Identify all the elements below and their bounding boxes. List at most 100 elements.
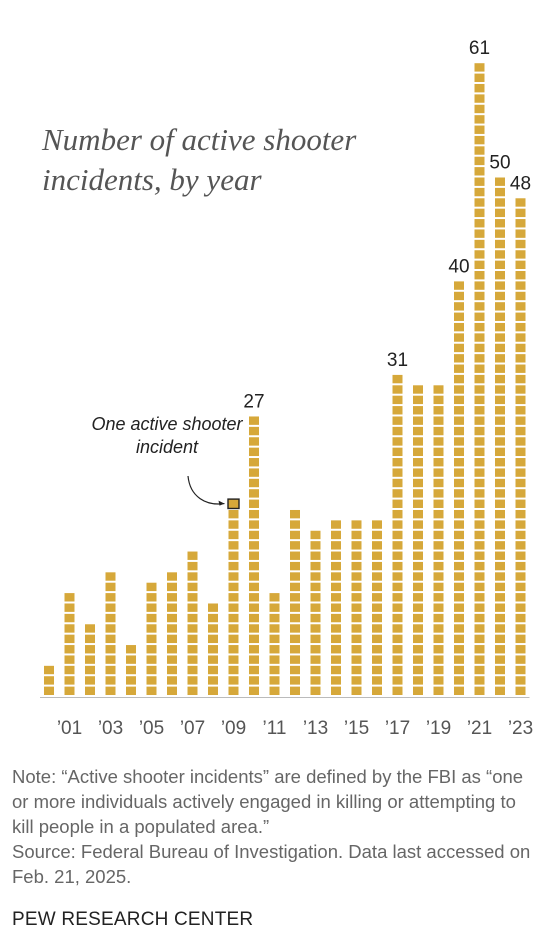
bar-2019 [433, 385, 444, 695]
incident-block [495, 509, 505, 519]
incident-block [64, 613, 75, 623]
incident-block [433, 458, 444, 467]
incident-block [187, 613, 198, 623]
incident-block [167, 582, 177, 592]
incident-block [495, 364, 505, 373]
incident-block [392, 447, 403, 457]
incident-block [474, 354, 485, 363]
incident-block [310, 561, 321, 571]
incident-block [495, 458, 505, 467]
incident-block [351, 613, 362, 623]
incident-block [249, 478, 259, 488]
incident-block [310, 665, 321, 675]
incident-block [85, 686, 95, 695]
incident-block [515, 603, 526, 612]
x-tick-label: ’13 [303, 718, 328, 739]
incident-block [433, 520, 444, 529]
incident-block [331, 665, 341, 675]
incident-block [392, 582, 403, 592]
incident-block [515, 354, 526, 363]
incident-block [249, 437, 259, 446]
incident-block [249, 551, 259, 560]
incident-block [495, 478, 505, 488]
incident-block [474, 665, 485, 675]
incident-block [351, 655, 362, 664]
incident-block [331, 520, 341, 529]
incident-block [167, 613, 177, 623]
incident-block [392, 509, 403, 519]
incident-block [474, 520, 485, 529]
bar-2001 [64, 593, 75, 695]
bar-chart: ’01 ’03 ’05 ’07 ’09 27 ’11 ’13 ’15 ’17 31 ’19 40 ’21 6… [40, 38, 533, 739]
incident-block [187, 603, 198, 612]
incident-block [187, 645, 198, 654]
incident-block [413, 437, 423, 446]
bar-2022 [495, 177, 505, 695]
incident-block [146, 645, 157, 654]
incident-block [372, 676, 382, 685]
incident-block [392, 385, 403, 394]
incident-block [515, 312, 526, 321]
incident-block [515, 416, 526, 425]
bar-2020 [454, 281, 464, 695]
incident-block [454, 281, 464, 290]
incident-block [187, 686, 198, 695]
incident-block [515, 333, 526, 342]
incident-block [474, 551, 485, 560]
incident-block [454, 624, 464, 633]
incident-block [126, 645, 136, 654]
incident-block [433, 655, 444, 664]
incident-block [474, 374, 485, 384]
incident-block [392, 468, 403, 477]
incident-block [433, 686, 444, 695]
publisher-logo: PEW RESEARCH CENTER [12, 909, 254, 930]
incident-block [433, 437, 444, 446]
incident-block [351, 561, 362, 571]
incident-block [495, 385, 505, 394]
incident-block [269, 593, 280, 602]
bar-2012 [290, 509, 300, 695]
incident-block [331, 655, 341, 664]
incident-block [413, 665, 423, 675]
incident-block [495, 260, 505, 270]
incident-block [187, 624, 198, 633]
bar-2016 [372, 520, 382, 695]
incident-block [474, 437, 485, 446]
incident-block [372, 655, 382, 664]
x-tick-label: ’23 [508, 718, 533, 739]
incident-block [454, 426, 464, 436]
incident-block [105, 582, 116, 592]
incident-block [433, 478, 444, 488]
incident-block [474, 146, 485, 155]
incident-block [474, 343, 485, 353]
incident-block [105, 655, 116, 664]
incident-block [515, 250, 526, 259]
incident-block [167, 686, 177, 695]
incident-block [515, 541, 526, 550]
incident-block [290, 613, 300, 623]
incident-block [372, 530, 382, 540]
incident-block [228, 603, 239, 612]
incident-block [392, 686, 403, 695]
incident-block [85, 634, 95, 644]
incident-block [392, 645, 403, 654]
value-label: 31 [387, 350, 408, 371]
incident-block [515, 302, 526, 311]
incident-block [249, 676, 259, 685]
incident-block [474, 676, 485, 685]
incident-block [433, 603, 444, 612]
incident-block [105, 645, 116, 654]
incident-block [515, 271, 526, 280]
incident-block [515, 613, 526, 623]
incident-block [495, 686, 505, 695]
incident-block [433, 395, 444, 405]
incident-block [331, 676, 341, 685]
incident-block [351, 593, 362, 602]
incident-block [474, 250, 485, 259]
incident-block [105, 634, 116, 644]
incident-block [413, 385, 423, 394]
incident-block [474, 312, 485, 321]
incident-block [515, 219, 526, 228]
x-tick-label: ’11 [263, 718, 287, 739]
incident-block [187, 582, 198, 592]
